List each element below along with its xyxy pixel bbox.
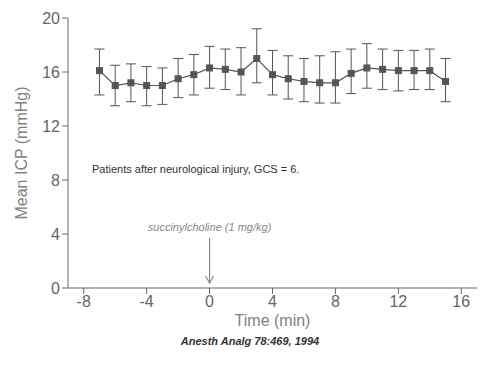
svg-text:16: 16	[452, 293, 470, 310]
svg-text:-8: -8	[77, 293, 91, 310]
svg-text:4: 4	[268, 293, 277, 310]
svg-text:16: 16	[42, 64, 60, 81]
svg-text:20: 20	[42, 10, 60, 27]
svg-text:8: 8	[331, 293, 340, 310]
svg-text:8: 8	[51, 172, 60, 189]
svg-text:Patients after neurological in: Patients after neurological injury, GCS …	[92, 163, 299, 175]
svg-text:Mean ICP (mmHg): Mean ICP (mmHg)	[13, 86, 30, 219]
svg-text:succinylcholine (1 mg/kg): succinylcholine (1 mg/kg)	[148, 221, 272, 233]
svg-text:0: 0	[205, 293, 214, 310]
svg-text:12: 12	[42, 118, 60, 135]
svg-text:4: 4	[51, 226, 60, 243]
svg-text:Time (min): Time (min)	[235, 312, 311, 329]
html-text:Anesth Analg 78:469, 1994: Anesth Analg 78:469, 1994	[180, 335, 320, 347]
svg-text:12: 12	[389, 293, 407, 310]
svg-text:0: 0	[51, 280, 60, 297]
svg-text:-4: -4	[140, 293, 154, 310]
